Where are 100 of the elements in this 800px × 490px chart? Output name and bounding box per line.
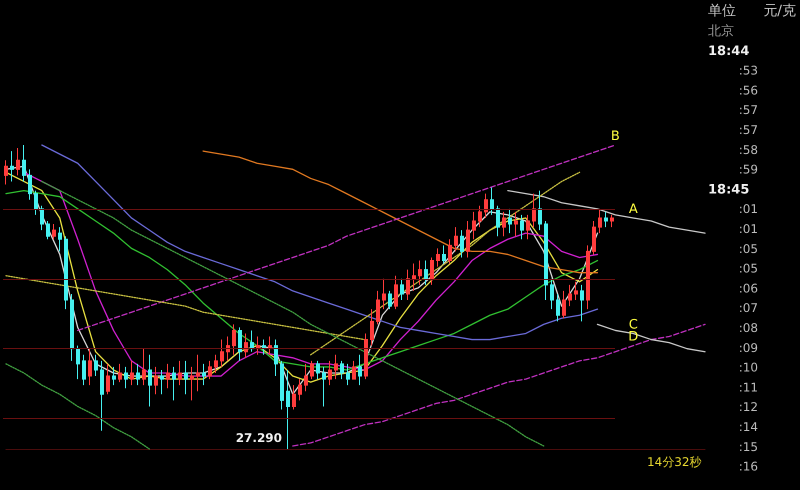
text: 18:45 — [708, 182, 750, 198]
candlestick — [556, 293, 560, 322]
text: :08 — [738, 321, 758, 335]
candlestick — [172, 366, 176, 401]
candlestick — [70, 293, 74, 362]
candlestick — [106, 363, 110, 395]
candlestick — [148, 354, 152, 407]
candlestick — [388, 290, 392, 310]
series-label: B — [610, 129, 620, 144]
candlestick — [166, 363, 170, 389]
candlestick — [94, 354, 98, 377]
text: :58 — [738, 142, 758, 157]
candlestick — [292, 384, 296, 410]
candlestick — [298, 378, 302, 401]
text: 18:44 — [708, 44, 750, 59]
candlestick — [406, 269, 410, 301]
text: :05 — [738, 242, 758, 256]
candlestick — [604, 211, 608, 228]
candlestick — [412, 263, 416, 292]
text: :09 — [738, 340, 758, 355]
candlestick — [58, 226, 62, 252]
text: :15 — [738, 440, 758, 454]
candlestick — [328, 360, 332, 386]
candlestick — [238, 326, 242, 362]
candlestick — [490, 187, 494, 216]
candlestick — [112, 366, 116, 386]
text: 元/克 — [763, 3, 796, 19]
candlestick — [568, 284, 572, 307]
candlestick — [316, 360, 320, 380]
candlestick — [232, 324, 236, 356]
candlestick — [190, 366, 194, 401]
text: 14分32秒 — [647, 455, 702, 469]
candlestick — [478, 205, 482, 228]
candlestick — [574, 281, 578, 301]
candlestick — [370, 308, 374, 346]
text: :16 — [738, 460, 758, 474]
candlestick — [76, 345, 80, 380]
text: 北京 — [708, 24, 734, 39]
candlestick — [220, 339, 224, 368]
candlestick — [202, 363, 206, 386]
candlestick — [538, 190, 542, 231]
candlestick — [466, 220, 470, 258]
candlestick — [100, 360, 104, 432]
candlestick — [310, 360, 314, 380]
candlestick — [484, 193, 488, 218]
candlestick — [40, 205, 44, 231]
candlestick — [562, 290, 566, 319]
candlestick — [64, 236, 68, 310]
candlestick — [340, 360, 344, 380]
candlestick — [394, 275, 398, 310]
candlestick — [364, 332, 368, 380]
candlestick — [496, 205, 500, 237]
candlestick — [16, 148, 20, 176]
candlestick — [532, 193, 536, 228]
text: :05 — [738, 262, 758, 276]
text: :07 — [738, 301, 758, 316]
candlestick — [442, 244, 446, 264]
candlestick — [10, 150, 14, 182]
candlestick — [352, 360, 356, 380]
text: :59 — [738, 162, 758, 177]
candlestick — [346, 363, 350, 386]
text: :11 — [738, 380, 758, 394]
candlestick — [244, 332, 248, 358]
series-label: C — [628, 317, 638, 332]
candlestick — [28, 168, 32, 200]
text: :12 — [738, 400, 758, 414]
candlestick — [4, 160, 8, 186]
candlestick — [460, 230, 464, 258]
candlestick — [592, 220, 596, 255]
candlestick — [22, 144, 26, 182]
text: :10 — [738, 360, 758, 375]
annotation: 27.290 — [236, 431, 282, 445]
candlestick — [448, 238, 452, 264]
candlestick — [160, 369, 164, 395]
series-label: A — [628, 202, 638, 217]
text: :57 — [738, 103, 758, 118]
candlestick — [82, 354, 86, 386]
candlestick — [508, 208, 512, 234]
candlestick — [250, 330, 254, 352]
candlestick — [136, 363, 140, 386]
candlestick — [502, 211, 506, 237]
candlestick — [214, 354, 218, 374]
text: :14 — [738, 420, 758, 434]
candlestick — [382, 278, 386, 310]
candlestick — [358, 354, 362, 386]
candlestick — [586, 244, 590, 310]
candlestick — [376, 290, 380, 325]
candlestick — [154, 366, 158, 395]
candlestick — [598, 208, 602, 234]
text: :57 — [738, 123, 758, 137]
candlestick — [550, 278, 554, 310]
text: :06 — [738, 281, 758, 296]
candlestick — [286, 369, 290, 450]
series-label: D — [628, 330, 638, 345]
candlestick — [430, 256, 434, 286]
candlestick — [124, 366, 128, 389]
text: :01 — [738, 202, 758, 216]
candlestick — [472, 211, 476, 240]
candlestick — [52, 224, 56, 240]
candlestick — [454, 226, 458, 252]
